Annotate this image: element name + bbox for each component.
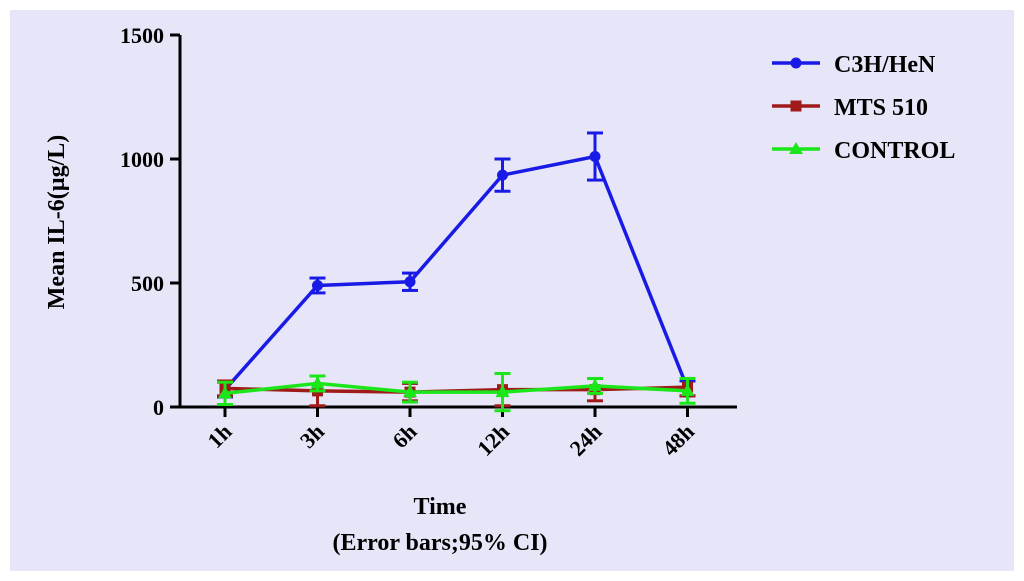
data-point [588, 378, 602, 391]
data-point [310, 376, 325, 389]
data-point [589, 151, 601, 163]
legend-marker [790, 100, 802, 112]
legend-item: C3H/HeN [772, 52, 936, 78]
series-c3h-hen [217, 131, 696, 399]
series-line [224, 381, 688, 396]
legend-label: C3H/HeN [834, 52, 936, 78]
y-axis-title: Mean IL-6(µg/L) [44, 135, 70, 309]
chart-background [10, 10, 1014, 571]
legend-marker [789, 142, 803, 154]
series-mts-510 [217, 372, 696, 408]
axes [178, 35, 737, 409]
series-layer [217, 131, 696, 413]
data-point [403, 385, 417, 398]
x-tick-label: 6h [387, 419, 421, 453]
x-axis-title: Time [414, 494, 467, 520]
x-tick-label: 12h [472, 419, 514, 461]
x-axis-note: (Error bars;95% CI) [332, 530, 547, 556]
series-control [217, 372, 696, 413]
y-tick-label: 500 [131, 271, 164, 296]
legend: C3H/HeN MTS 510 CONTROL [772, 52, 955, 164]
y-tick-label: 1000 [120, 147, 164, 172]
legend-label: MTS 510 [834, 95, 928, 121]
y-tick-label: 1500 [120, 23, 164, 48]
x-tick-label: 3h [295, 419, 329, 453]
data-point [312, 279, 323, 291]
x-tick-label: 24h [565, 419, 607, 461]
x-tick-label: 1h [202, 419, 236, 453]
y-ticks: 0 500 1000 1500 [120, 23, 180, 420]
data-point [495, 385, 510, 398]
legend-label: CONTROL [834, 138, 955, 164]
legend-marker [790, 57, 802, 69]
data-point [497, 169, 508, 181]
data-point [404, 276, 416, 288]
legend-item: CONTROL [772, 138, 955, 164]
y-tick-label: 0 [153, 395, 164, 420]
x-ticks: 1h 3h 6h 12h 24h 48h [202, 407, 699, 461]
series-line [223, 154, 690, 391]
legend-item: MTS 510 [772, 95, 928, 121]
data-point [680, 383, 695, 396]
data-point [218, 386, 232, 399]
x-tick-label: 48h [657, 419, 699, 461]
